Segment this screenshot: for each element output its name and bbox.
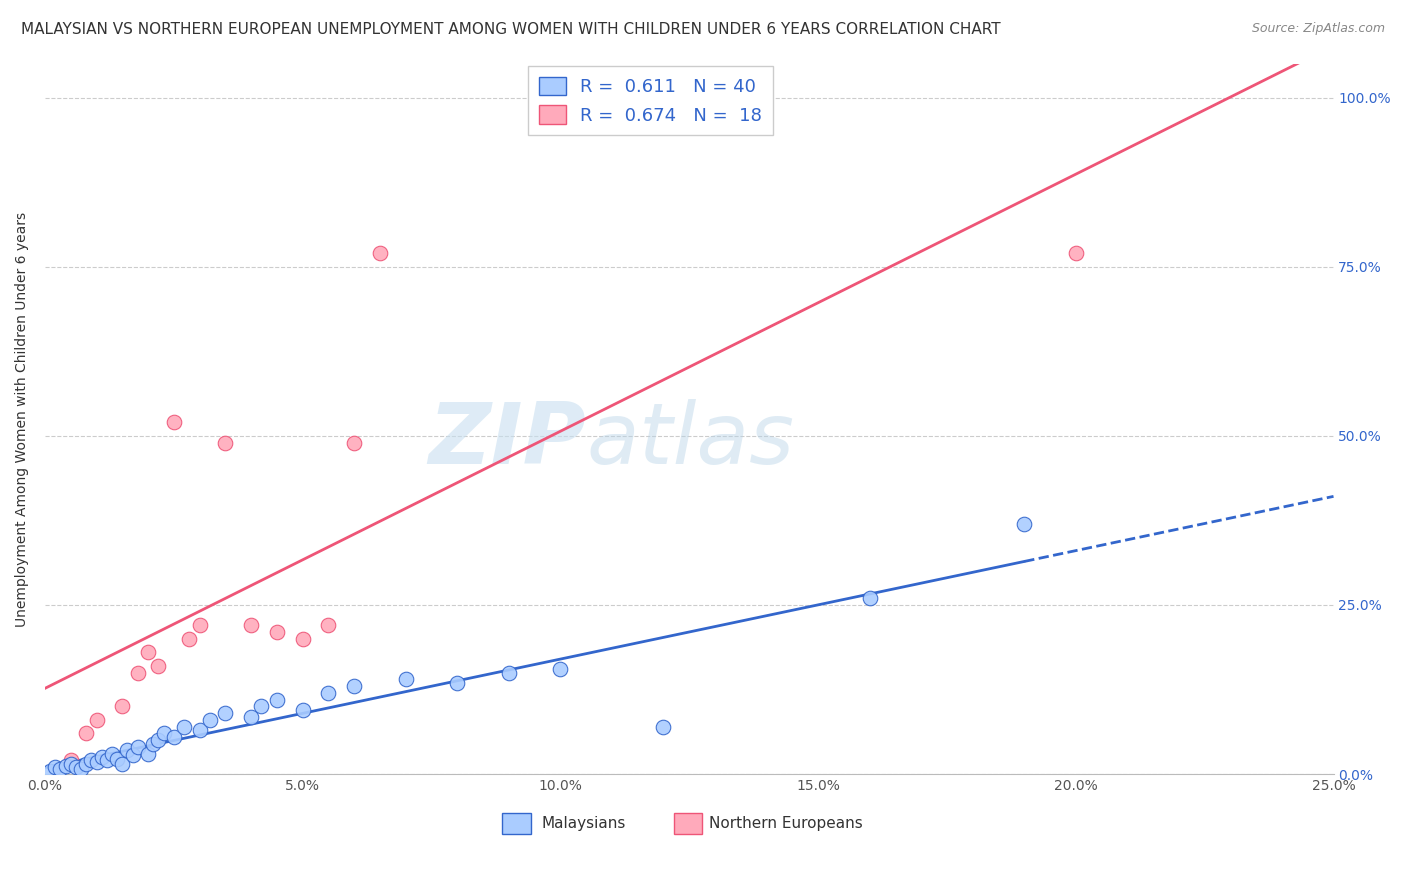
Point <box>446 675 468 690</box>
Point <box>214 706 236 721</box>
Point <box>214 435 236 450</box>
Point <box>198 713 221 727</box>
Point <box>318 618 340 632</box>
Point <box>152 726 174 740</box>
Point <box>343 435 366 450</box>
Text: Northern Europeans: Northern Europeans <box>709 816 862 831</box>
Point <box>121 748 143 763</box>
Point <box>59 756 82 771</box>
Point <box>368 246 391 260</box>
Point <box>80 754 103 768</box>
Point <box>291 632 314 646</box>
Point <box>127 665 149 680</box>
Y-axis label: Unemployment Among Women with Children Under 6 years: Unemployment Among Women with Children U… <box>15 211 30 626</box>
Point <box>395 673 418 687</box>
Point <box>240 618 263 632</box>
Point <box>550 662 572 676</box>
Point <box>188 723 211 737</box>
Text: atlas: atlas <box>586 399 794 482</box>
Point <box>90 750 112 764</box>
Point <box>179 632 201 646</box>
Point <box>498 665 520 680</box>
Point <box>859 591 882 606</box>
Point <box>105 752 128 766</box>
Point <box>44 760 66 774</box>
Point <box>136 645 159 659</box>
Point <box>49 762 72 776</box>
Point <box>250 699 273 714</box>
Point <box>266 625 288 640</box>
Point <box>70 762 93 776</box>
Point <box>86 713 108 727</box>
Point <box>101 747 124 761</box>
Point <box>188 618 211 632</box>
Point <box>75 726 97 740</box>
Point <box>1012 516 1035 531</box>
Point <box>318 686 340 700</box>
Point <box>111 699 134 714</box>
Point <box>127 739 149 754</box>
Point <box>142 737 165 751</box>
Point <box>75 756 97 771</box>
Point <box>291 703 314 717</box>
Point <box>59 754 82 768</box>
Text: Malaysians: Malaysians <box>541 816 626 831</box>
FancyBboxPatch shape <box>502 814 530 834</box>
Point <box>96 754 118 768</box>
Point <box>1064 246 1087 260</box>
Point <box>39 764 62 778</box>
Point <box>55 759 77 773</box>
Point <box>148 658 170 673</box>
Legend: R =  0.611   N = 40, R =  0.674   N =  18: R = 0.611 N = 40, R = 0.674 N = 18 <box>529 66 773 136</box>
Text: Source: ZipAtlas.com: Source: ZipAtlas.com <box>1251 22 1385 36</box>
Point <box>65 760 87 774</box>
Point <box>111 756 134 771</box>
Point <box>163 416 186 430</box>
Point <box>136 747 159 761</box>
Point <box>117 743 139 757</box>
Point <box>173 720 195 734</box>
Text: ZIP: ZIP <box>429 399 586 482</box>
Point <box>163 730 186 744</box>
Point <box>240 709 263 723</box>
Text: MALAYSIAN VS NORTHERN EUROPEAN UNEMPLOYMENT AMONG WOMEN WITH CHILDREN UNDER 6 YE: MALAYSIAN VS NORTHERN EUROPEAN UNEMPLOYM… <box>21 22 1001 37</box>
Point <box>86 755 108 769</box>
Point <box>652 720 675 734</box>
Point <box>343 679 366 693</box>
FancyBboxPatch shape <box>673 814 702 834</box>
Point <box>266 692 288 706</box>
Point <box>148 733 170 747</box>
